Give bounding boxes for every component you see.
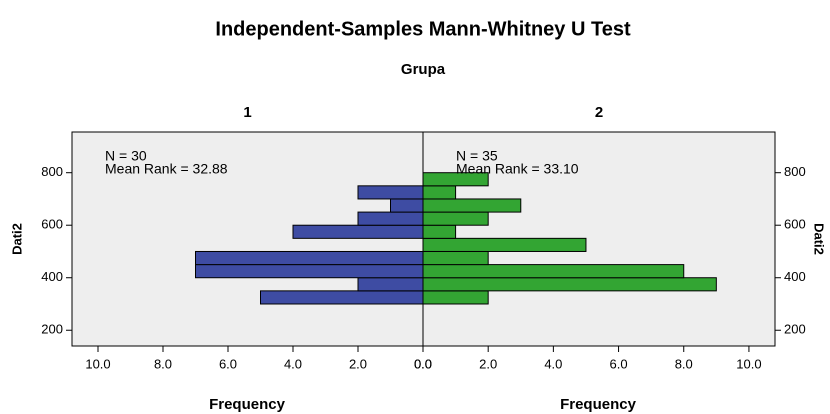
x-tick-label: 10.0 [736,356,761,371]
bar [357,277,424,292]
y-tick-label: 400 [784,269,806,284]
x-tick-label: 2.0 [349,356,367,371]
panel-label: 2 [595,104,603,121]
annotation: Mean Rank = 33.10 [456,161,579,177]
bar [422,264,685,279]
bar [422,198,522,213]
bar [422,250,489,266]
group-label: Grupa [401,61,446,78]
chart-title: Independent-Samples Mann-Whitney U Test [215,18,631,40]
bar [422,277,717,292]
y-tick-label: 600 [784,217,806,232]
bar [422,237,587,252]
bar [390,198,424,213]
bar [422,211,489,226]
bar [357,185,424,200]
bar [422,185,457,200]
x-tick-label: 8.0 [154,356,172,371]
x-axis-label: Frequency [560,396,637,413]
annotation: Mean Rank = 32.88 [105,161,228,177]
x-tick-label: 2.0 [479,356,497,371]
bar [195,250,424,266]
x-tick-label: 0.0 [414,356,432,371]
bar [357,211,424,226]
x-tick-label: 10.0 [85,356,110,371]
bar [260,290,424,305]
bar [195,264,424,279]
panel-label: 1 [243,104,251,121]
y-tick-label: 200 [784,322,806,337]
x-tick-label: 6.0 [219,356,237,371]
x-tick-label: 8.0 [675,356,693,371]
x-tick-label: 0.0 [414,356,432,371]
y-tick-label: 800 [784,164,806,179]
y-axis-label: Dati2 [9,223,24,255]
x-axis-label: Frequency [209,396,286,413]
y-tick-label: 200 [41,322,63,337]
annotation: N = 30 [105,148,147,164]
x-tick-label: 4.0 [544,356,562,371]
y-tick-label: 400 [41,269,63,284]
bar [422,224,457,239]
y-tick-label: 600 [41,217,63,232]
x-tick-label: 6.0 [610,356,628,371]
bar [292,224,424,239]
bar [422,290,489,305]
x-tick-label: 4.0 [284,356,302,371]
y-tick-label: 800 [41,164,63,179]
annotation: N = 35 [456,148,498,164]
y-axis-label: Dati2 [812,223,827,255]
